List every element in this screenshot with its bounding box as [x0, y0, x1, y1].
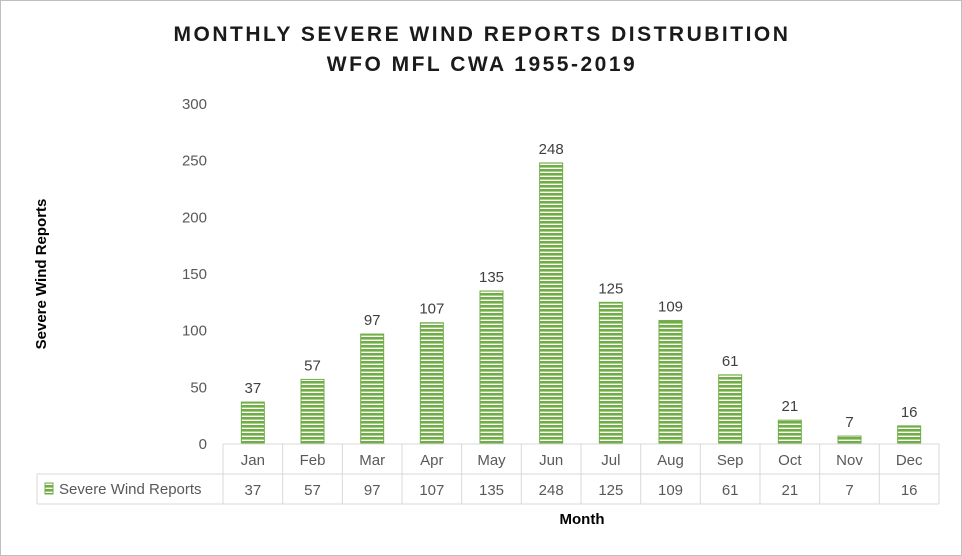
table-cell: 21 [781, 482, 798, 499]
y-axis-ticks: 0 50 100 150 200 250 300 [182, 96, 207, 453]
data-label: 125 [598, 280, 623, 297]
bar [539, 162, 564, 445]
bar [718, 374, 743, 445]
table-cell: 61 [722, 482, 739, 499]
x-tick-label: Jan [241, 452, 265, 469]
x-axis-title: Month [560, 511, 605, 528]
x-tick-label: Dec [896, 452, 923, 469]
data-label: 16 [901, 404, 918, 421]
table-cell: 57 [304, 482, 321, 499]
data-table: Jan 37 Feb 57 Mar 97 Apr 107 May 135 Jun 248 Jul 125 A… [36, 443, 940, 505]
data-label: 61 [722, 353, 739, 370]
bar [419, 322, 444, 445]
data-labels: 37 57 97 107 135 248 125 109 61 21 7 16 [244, 141, 917, 431]
bar [300, 378, 325, 445]
data-label: 109 [658, 298, 683, 315]
table-cell: 125 [598, 482, 623, 499]
table-cell: 107 [419, 482, 444, 499]
legend-key [44, 482, 54, 495]
data-label: 57 [304, 357, 321, 374]
x-tick-label: Mar [359, 452, 385, 469]
bar [479, 290, 504, 445]
x-tick-label: May [477, 452, 506, 469]
bar [837, 435, 862, 445]
bar [598, 301, 623, 445]
bar [658, 319, 683, 445]
y-tick-label: 50 [190, 379, 207, 396]
x-tick-label: Feb [300, 452, 326, 469]
series-name: Severe Wind Reports [59, 481, 202, 498]
table-cell: 37 [244, 482, 261, 499]
bar [897, 425, 922, 445]
y-tick-label: 250 [182, 153, 207, 170]
y-tick-label: 300 [182, 96, 207, 113]
x-tick-label: Sep [717, 452, 744, 469]
x-tick-label: Oct [778, 452, 802, 469]
table-cell: 248 [539, 482, 564, 499]
x-tick-label: Jul [601, 452, 620, 469]
table-cell: 97 [364, 482, 381, 499]
data-label: 107 [419, 301, 444, 318]
chart-subtitle: WFO MFL CWA 1955-2019 [327, 53, 637, 76]
x-tick-label: Aug [657, 452, 684, 469]
data-label: 21 [781, 398, 798, 415]
chart-title: MONTHLY SEVERE WIND REPORTS DISTRUBITION [174, 23, 791, 46]
table-cell: 16 [901, 482, 918, 499]
y-tick-label: 200 [182, 209, 207, 226]
bar [777, 419, 802, 445]
y-axis-title: Severe Wind Reports [33, 199, 50, 350]
table-cell: 7 [845, 482, 853, 499]
bar [360, 333, 385, 445]
x-tick-label: Apr [420, 452, 443, 469]
data-label: 135 [479, 269, 504, 286]
bars [240, 162, 922, 445]
x-tick-label: Jun [539, 452, 563, 469]
data-label: 97 [364, 312, 381, 329]
table-cell: 109 [658, 482, 683, 499]
bar [240, 401, 265, 445]
data-label: 7 [845, 414, 853, 431]
y-tick-label: 150 [182, 266, 207, 283]
data-label: 37 [244, 380, 261, 397]
table-cell: 135 [479, 482, 504, 499]
data-label: 248 [539, 141, 564, 158]
y-tick-label: 0 [199, 436, 207, 453]
x-tick-label: Nov [836, 452, 863, 469]
y-tick-label: 100 [182, 323, 207, 340]
